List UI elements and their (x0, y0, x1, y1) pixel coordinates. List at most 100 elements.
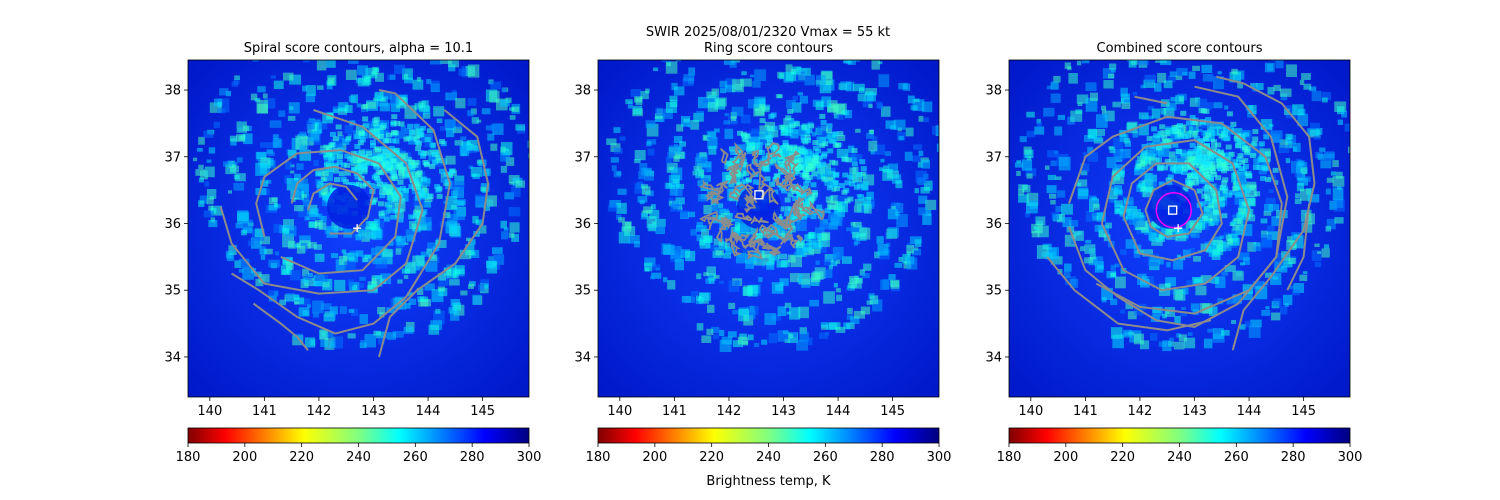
colorbar-tick-label: 280 (1281, 450, 1306, 465)
x-tick-label: 145 (880, 404, 905, 419)
contour-line (771, 245, 782, 255)
colorbar-label: Brightness temp, K (706, 474, 831, 489)
colorbar-gradient (187, 427, 530, 444)
contour-line (794, 196, 805, 210)
y-tick-label: 34 (574, 350, 591, 365)
colorbar-tick-label: 240 (346, 450, 371, 465)
heatmap-image (598, 60, 939, 397)
x-tick-label: 140 (607, 404, 632, 419)
colorbar-tick-label: 280 (870, 450, 895, 465)
contour-line (231, 89, 451, 335)
colorbar-tick-label: 200 (1053, 450, 1078, 465)
contour-line (765, 141, 780, 156)
panel-ring: Ring score contours 140 141 142 143 144 145 34… (574, 41, 940, 419)
contour-line (1068, 115, 1283, 315)
colorbar-tick-label: 280 (460, 450, 485, 465)
contour-line (809, 199, 825, 221)
y-tick-label: 38 (985, 84, 1002, 99)
contour-line (731, 155, 746, 173)
x-tick-label: 144 (416, 404, 441, 419)
contour-line (732, 183, 748, 194)
panel-title: Ring score contours (704, 41, 833, 56)
contour-line (752, 157, 768, 168)
x-tick-label: 145 (1291, 404, 1316, 419)
x-tick-label: 143 (361, 404, 386, 419)
colorbar-tick-label: 200 (232, 450, 257, 465)
contour-line (768, 188, 779, 205)
contour-line (1144, 178, 1204, 238)
colorbar-tick-label: 220 (1110, 450, 1135, 465)
contour-line (1068, 85, 1289, 328)
colorbar-tick-label: 260 (813, 450, 838, 465)
contour-line (771, 152, 782, 158)
colorbar-tick-label: 300 (1338, 450, 1363, 465)
contour-line (255, 149, 402, 275)
colorbar-gradient (1008, 427, 1351, 444)
contour-line (759, 224, 773, 236)
colorbar-tick-label: 300 (517, 450, 542, 465)
contour-line (698, 210, 719, 223)
contour-line (750, 215, 769, 225)
contour-line (1122, 162, 1223, 262)
x-tick-label: 145 (470, 404, 495, 419)
x-tick-label: 144 (826, 404, 851, 419)
contour-line (734, 212, 753, 222)
contour-line (728, 162, 739, 185)
contour-line (743, 193, 754, 204)
x-tick-label: 142 (1128, 404, 1153, 419)
contour-line (740, 151, 747, 162)
plot-area: 140 141 142 143 144 145 34 35 36 37 38 (985, 59, 1351, 419)
heatmap-image (1009, 60, 1350, 397)
colorbar-tick-label: 260 (403, 450, 428, 465)
contour-line (746, 250, 764, 260)
contour-line (733, 141, 744, 159)
contour-line (307, 182, 358, 211)
colorbar-tick-label: 240 (1167, 450, 1192, 465)
contour-line (784, 150, 801, 171)
contour-line (720, 216, 732, 230)
x-tick-label: 140 (197, 404, 222, 419)
center-plus-marker (1174, 224, 1183, 233)
center-square-marker (754, 190, 764, 200)
plot-area: 140 141 142 143 144 145 34 35 36 37 38 (164, 59, 530, 419)
colorbar-gradient (597, 427, 940, 444)
contour-line (728, 190, 741, 202)
contour-line (710, 182, 724, 197)
x-tick-label: 141 (662, 404, 687, 419)
x-tick-label: 141 (1073, 404, 1098, 419)
contour-line (755, 237, 769, 251)
contour-line (1286, 203, 1311, 291)
y-tick-label: 35 (164, 284, 181, 299)
contour-line (1134, 95, 1168, 105)
colorbar-tick-label: 180 (997, 450, 1022, 465)
contour-line (746, 163, 760, 180)
contour-line (747, 226, 759, 244)
x-tick-label: 143 (771, 404, 796, 419)
colorbar: 180 200 220 240 260 280 300 (176, 427, 542, 465)
contour-line (1100, 139, 1251, 292)
y-tick-label: 37 (574, 150, 591, 165)
contour-line (774, 176, 783, 188)
y-tick-label: 37 (985, 150, 1002, 165)
center-plus-marker (353, 224, 362, 233)
x-tick-label: 143 (1182, 404, 1207, 419)
y-tick-label: 38 (574, 84, 591, 99)
colorbar: 180 200 220 240 260 280 300 (997, 427, 1363, 465)
panel-title: Combined score contours (1097, 41, 1263, 56)
contour-line (1046, 256, 1212, 332)
center-square-marker (1168, 205, 1178, 215)
contour-line (765, 223, 785, 241)
y-tick-label: 35 (574, 284, 591, 299)
x-tick-label: 144 (1237, 404, 1262, 419)
heatmap-image (188, 60, 529, 397)
contour-line (711, 194, 725, 206)
colorbar-tick-label: 240 (756, 450, 781, 465)
colorbar-tick-label: 180 (586, 450, 611, 465)
contour-line (800, 187, 813, 198)
colorbar: 180 200 220 240 260 280 300 (586, 427, 951, 465)
contour-line (378, 109, 490, 358)
colorbar-tick-label: 260 (1224, 450, 1249, 465)
contour-line (1216, 75, 1316, 351)
contour-line (219, 109, 424, 295)
